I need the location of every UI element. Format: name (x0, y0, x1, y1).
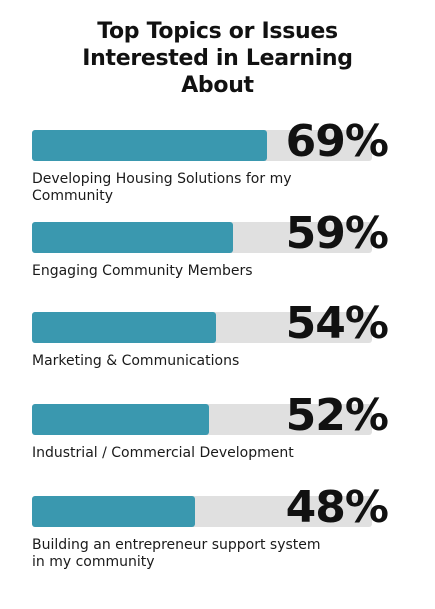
bar-chart: 69% Developing Housing Solutions for my C… (32, 0, 402, 609)
bar (32, 222, 233, 253)
bar-track (32, 222, 372, 253)
bar (32, 404, 209, 435)
category-label: Industrial / Commercial Development (32, 445, 294, 461)
bar-value-label: 54% (285, 298, 389, 349)
bar-track (32, 404, 372, 435)
bar-track (32, 312, 372, 343)
bar-value-label: 52% (285, 390, 389, 441)
chart-title: Top Topics or Issues Interested in Learni… (82, 19, 353, 98)
category-label: Marketing & Communications (32, 353, 240, 369)
bar-value-label: 69% (285, 116, 389, 167)
category-label: Building an entrepreneur support system … (32, 537, 321, 570)
bar (32, 130, 267, 161)
bar-value-label: 48% (285, 482, 389, 533)
bar-value-label: 59% (285, 208, 389, 259)
bar (32, 496, 196, 527)
bar-track (32, 496, 372, 527)
category-label: Developing Housing Solutions for my Comm… (32, 171, 292, 204)
category-label: Engaging Community Members (32, 263, 253, 279)
bar-track (32, 130, 372, 161)
bar (32, 312, 216, 343)
